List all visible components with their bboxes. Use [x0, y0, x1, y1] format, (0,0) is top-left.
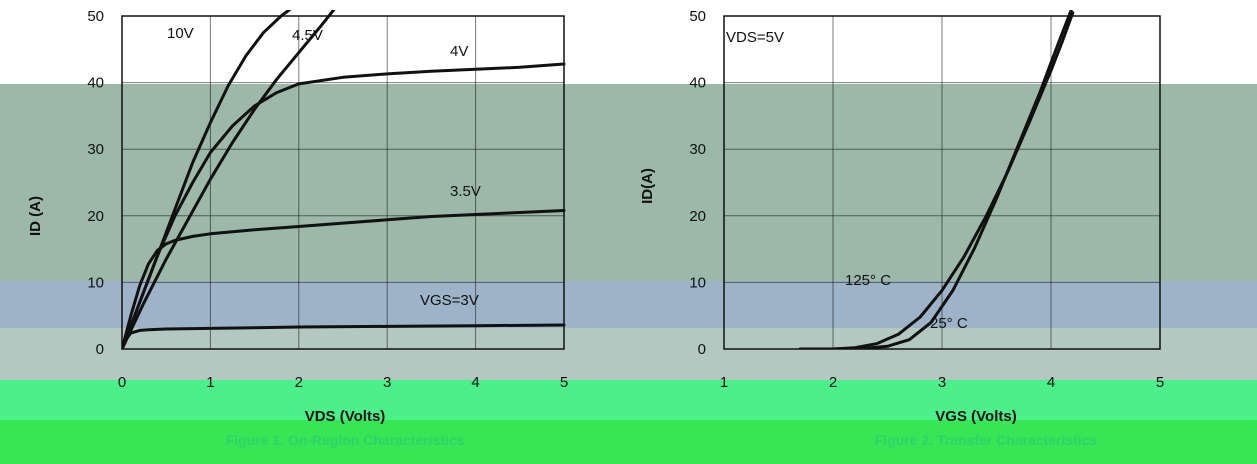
figure-1: 0 10 20 30 40 50 0 1 2 3 4 5 ID (A) VDS (Volts) Fi…	[27, 8, 568, 448]
figure-2-x-ticks: 1 2 3 4 5	[720, 374, 1164, 391]
figure-1-grid	[121, 15, 565, 350]
x-tick-label: 1	[720, 374, 728, 391]
figure-1-x-axis-label: VDS (Volts)	[305, 408, 386, 425]
y-tick-label: 10	[689, 274, 706, 291]
series-line-25-c	[798, 10, 1073, 349]
low-gray-band	[0, 328, 1257, 380]
annotation-4-5v: 4.5V	[292, 27, 323, 44]
x-tick-label: 2	[295, 374, 303, 391]
x-tick-label: 5	[560, 374, 568, 391]
series-line-4v	[122, 62, 566, 349]
figure-2-x-axis-label: VGS (Volts)	[935, 408, 1016, 425]
x-tick-label: 4	[471, 374, 479, 391]
figure-2-curves	[798, 10, 1075, 349]
x-tick-label: 4	[1047, 374, 1055, 391]
x-tick-label: 1	[206, 374, 214, 391]
figure-1-x-ticks: 0 1 2 3 4 5	[118, 374, 568, 391]
figure-1-caption: Figure 1. On-Region Characteristics	[226, 432, 465, 448]
y-tick-label: 30	[689, 141, 706, 158]
series-line-vgs-3v	[122, 323, 566, 349]
annotation-vds-5v: VDS=5V	[726, 29, 784, 46]
y-tick-label: 50	[689, 8, 706, 25]
x-tick-label: 3	[383, 374, 391, 391]
series-line-4-5v	[122, 10, 336, 349]
figure-1-y-ticks: 0 10 20 30 40 50	[87, 8, 104, 358]
y-tick-label: 40	[689, 75, 706, 92]
series-line-3-5v	[122, 209, 566, 349]
y-tick-label: 30	[87, 141, 104, 158]
figure-2-y-ticks: 0 10 20 30 40 50	[689, 8, 706, 358]
figure-1-curves	[122, 10, 566, 349]
annotation-vgs-3v: VGS=3V	[420, 292, 479, 309]
annotation-10v: 10V	[167, 25, 194, 42]
y-tick-label: 50	[87, 8, 104, 25]
x-tick-label: 2	[829, 374, 837, 391]
annotation-125c: 125° C	[845, 272, 891, 289]
annotation-4v: 4V	[450, 43, 468, 60]
figure-2-grid	[723, 15, 1161, 350]
plot-frame	[121, 15, 565, 350]
y-tick-label: 20	[87, 208, 104, 225]
figure-2-y-axis-label: ID(A)	[639, 168, 656, 204]
figure-2-caption: Figure 2. Transfer Characteristics	[875, 432, 1098, 448]
mid-blue-band	[0, 281, 1257, 328]
x-tick-label: 0	[118, 374, 126, 391]
y-tick-label: 0	[96, 341, 104, 358]
figure-2: 0 10 20 30 40 50 1 2 3 4 5 ID(A) VGS (Volts) Figu…	[639, 8, 1164, 448]
green-band-bottom	[0, 420, 1257, 464]
x-tick-label: 5	[1156, 374, 1164, 391]
y-tick-label: 20	[689, 208, 706, 225]
x-tick-label: 3	[938, 374, 946, 391]
annotation-3-5v: 3.5V	[450, 183, 481, 200]
annotation-25c: 25° C	[930, 315, 968, 332]
y-tick-label: 0	[698, 341, 706, 358]
series-line-125-c	[798, 11, 1075, 349]
figure-1-y-axis-label: ID (A)	[27, 196, 44, 236]
green-band-top	[0, 380, 1257, 420]
y-tick-label: 10	[87, 274, 104, 291]
y-tick-label: 40	[87, 75, 104, 92]
